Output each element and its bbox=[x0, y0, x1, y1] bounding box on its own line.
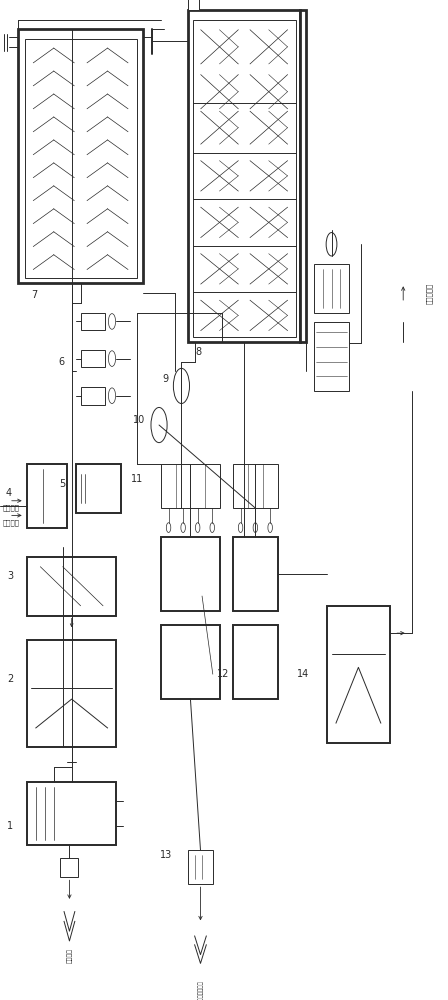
Bar bbox=[27, 640, 116, 747]
Text: 14: 14 bbox=[297, 669, 309, 679]
Bar bbox=[233, 537, 278, 611]
Bar bbox=[81, 313, 105, 330]
Bar bbox=[314, 322, 349, 391]
Bar bbox=[25, 39, 137, 278]
Text: 2: 2 bbox=[7, 674, 13, 684]
Text: 6: 6 bbox=[59, 357, 65, 367]
Bar bbox=[27, 557, 116, 616]
Bar bbox=[233, 625, 278, 699]
Text: 达标排放水: 达标排放水 bbox=[426, 282, 432, 304]
Bar bbox=[193, 20, 296, 337]
Text: 11: 11 bbox=[131, 474, 143, 484]
Bar bbox=[18, 29, 143, 283]
Bar bbox=[161, 537, 220, 611]
Bar bbox=[233, 464, 278, 508]
Text: 1: 1 bbox=[7, 821, 13, 831]
Bar bbox=[188, 0, 199, 10]
Text: 工艺废水: 工艺废水 bbox=[67, 948, 72, 963]
Text: 排泥去污水处理: 排泥去污水处理 bbox=[198, 980, 203, 1000]
Text: 4: 4 bbox=[5, 488, 11, 498]
Text: 7: 7 bbox=[31, 290, 38, 300]
Bar bbox=[27, 782, 116, 845]
Text: 3: 3 bbox=[7, 571, 13, 581]
Bar bbox=[76, 464, 121, 513]
Text: 9: 9 bbox=[162, 374, 168, 384]
Bar bbox=[81, 350, 105, 367]
Text: 10: 10 bbox=[134, 415, 146, 425]
Bar bbox=[60, 858, 78, 877]
Text: 12: 12 bbox=[217, 669, 230, 679]
Bar bbox=[161, 625, 220, 699]
Bar bbox=[300, 10, 306, 342]
Bar bbox=[27, 464, 67, 528]
Bar bbox=[161, 464, 220, 508]
Bar bbox=[81, 387, 105, 405]
Text: 5: 5 bbox=[59, 479, 65, 489]
Bar bbox=[188, 10, 300, 342]
Text: 13: 13 bbox=[160, 850, 172, 860]
Text: 生活废水: 生活废水 bbox=[2, 519, 19, 526]
Bar bbox=[314, 264, 349, 313]
Text: 工艺废水: 工艺废水 bbox=[2, 505, 19, 511]
Text: 8: 8 bbox=[195, 347, 201, 357]
Bar bbox=[188, 850, 213, 884]
Bar bbox=[327, 606, 390, 743]
